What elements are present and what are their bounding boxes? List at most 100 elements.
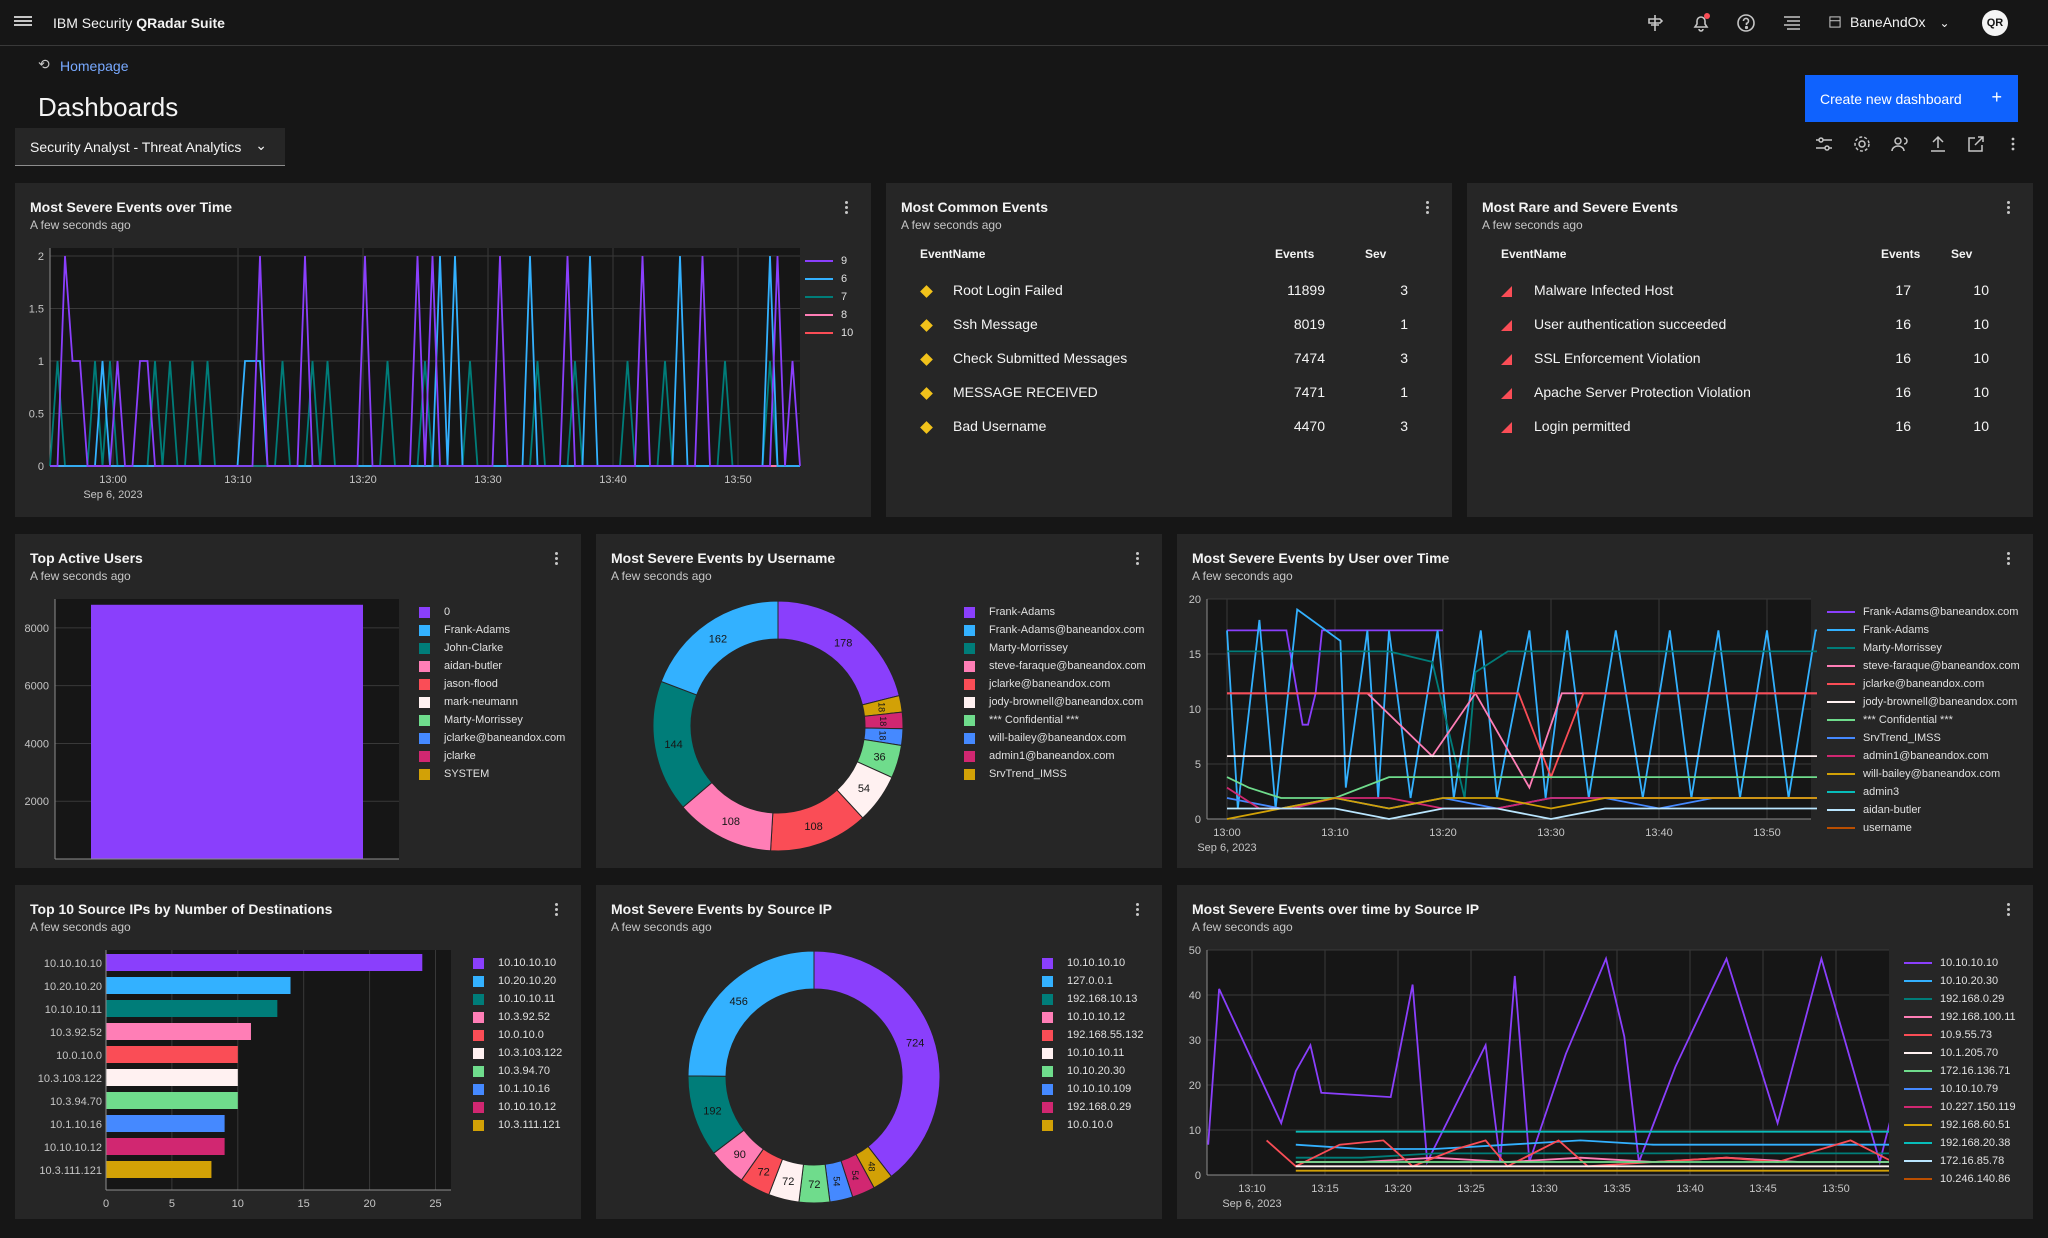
table-row[interactable]: Apache Server Protection Violation 16 10 — [1501, 375, 2001, 409]
account-switcher[interactable]: BaneAndOx ⌄ — [1850, 14, 1950, 30]
gear-icon[interactable] — [1852, 134, 1876, 158]
legend-item[interactable]: 8 — [805, 306, 853, 324]
bar[interactable] — [106, 1115, 225, 1132]
bar[interactable] — [106, 1161, 212, 1178]
column-header[interactable]: EventName — [1501, 247, 1567, 261]
legend-item[interactable]: jody-brownell@baneandox.com — [1827, 693, 2020, 711]
bar[interactable] — [106, 1092, 238, 1109]
overflow-menu-icon[interactable] — [1136, 903, 1140, 917]
legend-item[interactable]: Marty-Morrissey — [964, 639, 1146, 657]
legend-item[interactable]: jclarke@baneandox.com — [1827, 675, 2020, 693]
legend-item[interactable]: steve-faraque@baneandox.com — [1827, 657, 2020, 675]
legend-item[interactable]: 10.246.140.86 — [1904, 1170, 2016, 1186]
bar[interactable] — [106, 954, 423, 971]
legend-item[interactable]: 7 — [805, 288, 853, 306]
legend-item[interactable]: 192.168.100.11 — [1904, 1008, 2016, 1026]
user-avatar[interactable]: QR — [1982, 10, 2008, 36]
overflow-menu-icon[interactable] — [555, 552, 559, 566]
table-row[interactable]: Check Submitted Messages 7474 3 — [920, 341, 1420, 375]
table-row[interactable]: User authentication succeeded 16 10 — [1501, 307, 2001, 341]
legend-item[interactable]: 192.168.60.51 — [1904, 1116, 2016, 1134]
legend-item[interactable]: 192.168.20.38 — [1904, 1134, 2016, 1152]
overflow-menu-icon[interactable] — [845, 201, 849, 215]
legend-item[interactable]: 0 — [419, 603, 565, 621]
column-header[interactable]: Sev — [1951, 247, 1973, 261]
bar[interactable] — [106, 1000, 278, 1017]
legend-item[interactable]: Frank-Adams@baneandox.com — [964, 621, 1146, 639]
legend-item[interactable]: Frank-Adams — [1827, 621, 2020, 639]
upload-icon[interactable] — [1928, 134, 1952, 158]
series-line[interactable] — [1227, 650, 1817, 799]
legend-item[interactable]: 10.20.10.20 — [473, 972, 562, 990]
legend-item[interactable]: Marty-Morrissey — [1827, 639, 2020, 657]
overflow-menu-icon[interactable] — [2007, 552, 2011, 566]
legend-item[interactable]: 192.168.0.29 — [1904, 990, 2016, 1008]
legend-item[interactable]: SYSTEM — [419, 765, 565, 783]
legend-item[interactable]: jclarke — [419, 747, 565, 765]
filter-settings-icon[interactable] — [1814, 134, 1838, 158]
pie-slice[interactable] — [687, 950, 815, 1077]
legend-item[interactable]: 10.0.10.0 — [473, 1026, 562, 1044]
legend-item[interactable]: 127.0.0.1 — [1042, 972, 1143, 990]
notification-bell-icon[interactable] — [1690, 12, 1712, 34]
legend-item[interactable]: 10.0.10.0 — [1042, 1116, 1143, 1134]
legend-item[interactable]: 10.3.111.121 — [473, 1116, 562, 1134]
legend-item[interactable]: SrvTrend_IMSS — [964, 765, 1146, 783]
launch-icon[interactable] — [1644, 12, 1666, 34]
legend-item[interactable]: 9 — [805, 252, 853, 270]
column-header[interactable]: EventName — [920, 247, 986, 261]
overflow-menu-icon[interactable] — [2008, 134, 2032, 158]
legend-item[interactable]: 10.10.10.12 — [1042, 1008, 1143, 1026]
pie-slice[interactable] — [660, 600, 779, 696]
legend-item[interactable]: 172.16.136.71 — [1904, 1062, 2016, 1080]
legend-item[interactable]: 192.168.55.132 — [1042, 1026, 1143, 1044]
table-row[interactable]: Malware Infected Host 17 10 — [1501, 273, 2001, 307]
legend-item[interactable]: 10.9.55.73 — [1904, 1026, 2016, 1044]
bar[interactable] — [106, 1023, 251, 1040]
legend-item[interactable]: *** Confidential *** — [1827, 711, 2020, 729]
series-line[interactable] — [50, 255, 801, 467]
legend-item[interactable]: jason-flood — [419, 675, 565, 693]
column-header[interactable]: Sev — [1365, 247, 1387, 261]
legend-item[interactable]: aidan-butler — [419, 657, 565, 675]
legend-item[interactable]: 192.168.0.29 — [1042, 1098, 1143, 1116]
column-header[interactable]: Events — [1881, 247, 1921, 261]
legend-item[interactable]: Marty-Morrissey — [419, 711, 565, 729]
legend-item[interactable]: mark-neumann — [419, 693, 565, 711]
series-line[interactable] — [1295, 1152, 1889, 1159]
overflow-menu-icon[interactable] — [1136, 552, 1140, 566]
column-header[interactable]: Events — [1275, 247, 1315, 261]
legend-item[interactable]: jody-brownell@baneandox.com — [964, 693, 1146, 711]
series-line[interactable] — [1295, 1156, 1889, 1163]
series-line[interactable] — [1227, 691, 1817, 790]
overflow-menu-icon[interactable] — [555, 903, 559, 917]
dashboard-selector[interactable]: Security Analyst - Threat Analytics ⌄ — [15, 128, 285, 166]
legend-item[interactable]: 172.16.85.78 — [1904, 1152, 2016, 1170]
table-row[interactable]: Login permitted 16 10 — [1501, 409, 2001, 443]
table-row[interactable]: Bad Username 4470 3 — [920, 409, 1420, 443]
table-row[interactable]: MESSAGE RECEIVED 7471 1 — [920, 375, 1420, 409]
legend-item[interactable]: 192.168.10.13 — [1042, 990, 1143, 1008]
legend-item[interactable]: SrvTrend_IMSS — [1827, 729, 2020, 747]
breadcrumb-home[interactable]: Homepage — [60, 58, 129, 74]
create-dashboard-button[interactable]: Create new dashboard + — [1805, 75, 2018, 122]
legend-item[interactable]: 6 — [805, 270, 853, 288]
legend-item[interactable]: admin1@baneandox.com — [1827, 747, 2020, 765]
table-row[interactable]: Ssh Message 8019 1 — [920, 307, 1420, 341]
bar[interactable] — [106, 1069, 238, 1086]
legend-item[interactable]: admin3 — [1827, 783, 2020, 801]
overflow-menu-icon[interactable] — [2007, 201, 2011, 215]
legend-item[interactable]: 10.3.94.70 — [473, 1062, 562, 1080]
legend-item[interactable]: *** Confidential *** — [964, 711, 1146, 729]
legend-item[interactable]: will-bailey@baneandox.com — [1827, 765, 2020, 783]
bar[interactable] — [106, 977, 291, 994]
legend-item[interactable]: will-bailey@baneandox.com — [964, 729, 1146, 747]
legend-item[interactable]: 10.1.205.70 — [1904, 1044, 2016, 1062]
legend-item[interactable]: 10.10.20.30 — [1042, 1062, 1143, 1080]
legend-item[interactable]: Frank-Adams — [419, 621, 565, 639]
legend-item[interactable]: 10.10.10.11 — [1042, 1044, 1143, 1062]
legend-item[interactable]: 10.227.150.119 — [1904, 1098, 2016, 1116]
legend-item[interactable]: 10.10.10.11 — [473, 990, 562, 1008]
series-line[interactable] — [1226, 797, 1817, 820]
bar[interactable] — [106, 1046, 238, 1063]
